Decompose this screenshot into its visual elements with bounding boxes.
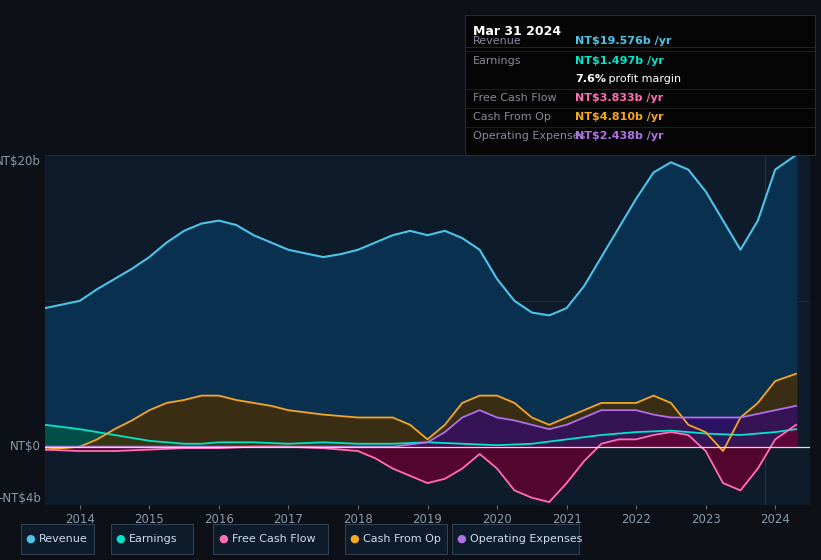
Text: Earnings: Earnings	[129, 534, 177, 544]
Text: ●: ●	[25, 534, 35, 544]
Text: ●: ●	[218, 534, 228, 544]
Text: Free Cash Flow: Free Cash Flow	[473, 94, 557, 104]
Text: ●: ●	[116, 534, 126, 544]
Text: Cash From Op: Cash From Op	[473, 113, 551, 123]
Text: 7.6%: 7.6%	[575, 74, 606, 85]
Text: Operating Expenses: Operating Expenses	[470, 534, 582, 544]
Text: Revenue: Revenue	[39, 534, 87, 544]
Text: NT$1.497b /yr: NT$1.497b /yr	[575, 55, 664, 66]
Text: Revenue: Revenue	[473, 36, 522, 46]
Text: Free Cash Flow: Free Cash Flow	[232, 534, 315, 544]
Text: Operating Expenses: Operating Expenses	[473, 132, 585, 142]
Text: -NT$4b: -NT$4b	[0, 492, 41, 505]
Text: NT$20b: NT$20b	[0, 155, 41, 168]
Text: NT$0: NT$0	[11, 440, 41, 453]
Text: NT$2.438b /yr: NT$2.438b /yr	[575, 132, 663, 142]
Text: ●: ●	[456, 534, 466, 544]
Text: Mar 31 2024: Mar 31 2024	[473, 25, 561, 38]
Text: NT$19.576b /yr: NT$19.576b /yr	[575, 36, 672, 46]
Text: Cash From Op: Cash From Op	[363, 534, 441, 544]
Text: NT$4.810b /yr: NT$4.810b /yr	[575, 113, 663, 123]
Text: profit margin: profit margin	[605, 74, 681, 85]
Text: ●: ●	[350, 534, 360, 544]
Text: NT$3.833b /yr: NT$3.833b /yr	[575, 94, 663, 104]
Text: Earnings: Earnings	[473, 55, 521, 66]
